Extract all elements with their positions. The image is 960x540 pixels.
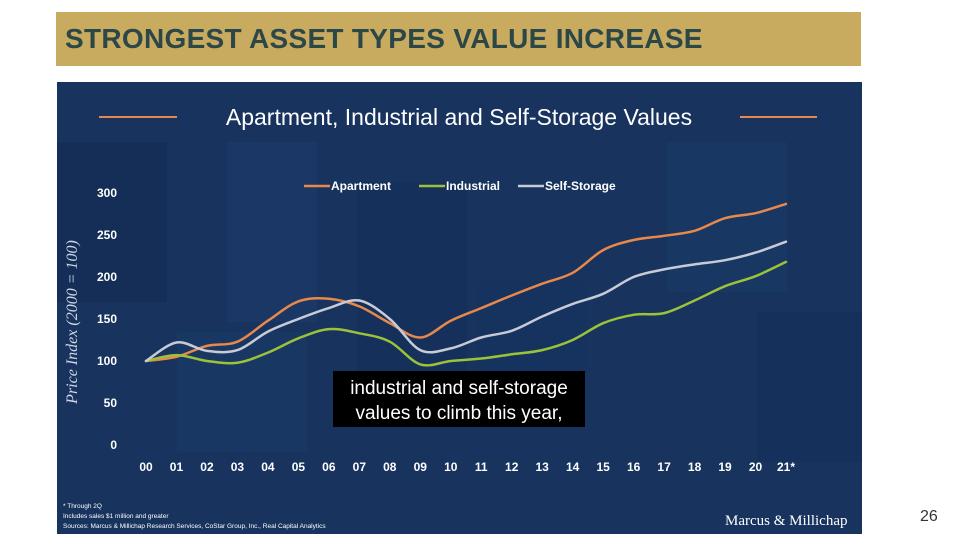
caption-line-1: industrial and self-storage [350, 378, 568, 399]
caption-box [333, 371, 585, 427]
x-tick-label: 01 [170, 460, 184, 474]
y-tick-label: 0 [110, 438, 117, 452]
series-line-apartment [144, 202, 788, 363]
y-tick-label: 200 [97, 270, 117, 284]
chart-panel: Apartment, Industrial and Self-Storage V… [57, 82, 862, 534]
x-tick-label: 17 [657, 460, 671, 474]
y-tick-label: 50 [104, 396, 118, 410]
background-pattern [57, 142, 862, 462]
x-tick-label: 11 [475, 460, 488, 474]
series-lines [144, 202, 788, 367]
x-tick-label: 04 [261, 460, 275, 474]
slide-title-bar: STRONGEST ASSET TYPES VALUE INCREASE [56, 12, 861, 66]
y-tick-label: 300 [97, 186, 117, 200]
background-tile [757, 312, 862, 462]
x-axis-ticks: 00 01 02 03 04 05 06 07 08 09 10 11 12 13 14 15 16 17 18 19… [139, 460, 795, 474]
series-line-self-storage [144, 240, 788, 363]
x-tick-label: 00 [139, 460, 153, 474]
x-tick-label: 13 [536, 460, 550, 474]
y-axis-ticks: 0 50 100 150 200 250 300 [97, 186, 117, 452]
legend-label: Industrial [446, 179, 500, 193]
footnote-sales: Includes sales $1 million and greater [63, 513, 169, 520]
x-tick-label: 05 [292, 460, 306, 474]
x-tick-label: 19 [718, 460, 732, 474]
x-tick-label: 08 [383, 460, 397, 474]
background-tile [57, 142, 167, 302]
x-tick-label: 21* [777, 460, 795, 474]
y-tick-label: 100 [97, 354, 117, 368]
x-tick-label: 02 [200, 460, 214, 474]
chart-title: Apartment, Industrial and Self-Storage V… [226, 104, 692, 130]
brand-logo: Marcus & Millichap [725, 513, 847, 529]
x-tick-label: 10 [444, 460, 458, 474]
background-tile [177, 332, 307, 452]
page-number: 26 [920, 508, 938, 525]
y-tick-label: 150 [97, 312, 117, 326]
x-tick-label: 18 [688, 460, 702, 474]
slide-title: STRONGEST ASSET TYPES VALUE INCREASE [65, 23, 703, 54]
y-tick-label: 250 [97, 228, 117, 242]
x-tick-label: 14 [566, 460, 580, 474]
x-tick-label: 06 [322, 460, 336, 474]
x-tick-label: 03 [231, 460, 245, 474]
legend: Apartment Industrial Self-Storage [304, 179, 616, 193]
caption-line-2: values to climb this year, [356, 403, 563, 424]
background-tile [357, 182, 467, 382]
legend-label: Apartment [331, 179, 391, 193]
x-tick-label: 15 [596, 460, 610, 474]
footnote-sources: Sources: Marcus & Millichap Research Ser… [63, 523, 326, 530]
x-tick-label: 12 [505, 460, 519, 474]
series-line-industrial [144, 260, 788, 367]
x-tick-label: 07 [353, 460, 367, 474]
x-tick-label: 16 [627, 460, 641, 474]
x-tick-label: 20 [749, 460, 763, 474]
background-tile [227, 142, 317, 322]
y-axis-label: Price Index (2000 = 100) [64, 240, 81, 405]
line-chart: Apartment, Industrial and Self-Storage V… [57, 104, 862, 530]
x-tick-label: 09 [414, 460, 428, 474]
legend-label: Self-Storage [545, 179, 616, 193]
footnote-through: * Through 2Q [63, 503, 102, 510]
